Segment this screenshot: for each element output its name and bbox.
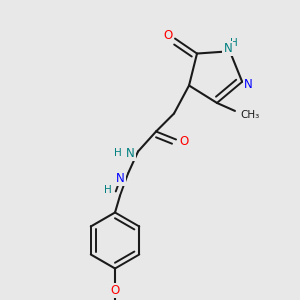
Text: O: O	[164, 29, 172, 42]
Text: H: H	[114, 148, 122, 158]
Text: N: N	[224, 42, 232, 55]
Text: N: N	[126, 147, 134, 160]
Text: H: H	[104, 185, 112, 196]
Text: O: O	[110, 284, 120, 297]
Text: O: O	[179, 135, 189, 148]
Text: H: H	[230, 38, 238, 48]
Text: CH₃: CH₃	[240, 110, 259, 120]
Text: N: N	[116, 172, 124, 185]
Text: N: N	[244, 78, 253, 91]
